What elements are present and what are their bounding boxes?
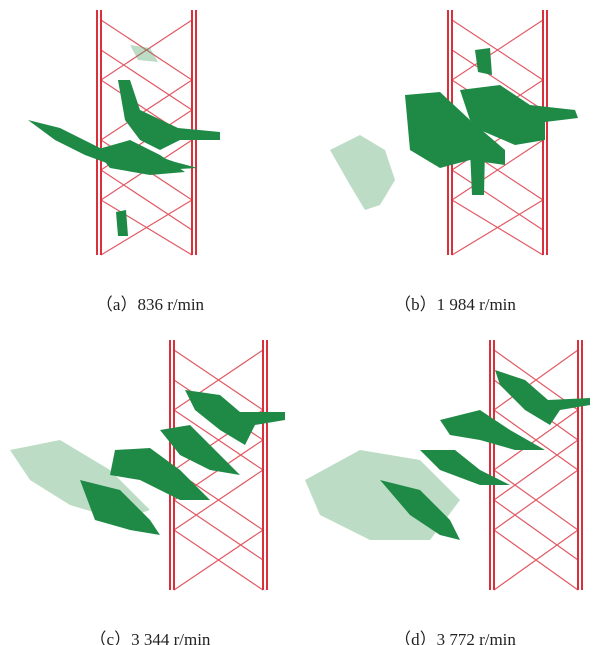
particle-cloud <box>495 370 590 425</box>
caption: （b）1 984 r/min <box>305 290 604 315</box>
particle-cloud <box>118 80 220 150</box>
panel-a-image <box>28 10 220 255</box>
caption: （c）3 344 r/min <box>0 625 300 645</box>
panel-d-image <box>305 340 590 590</box>
particle-cloud <box>440 410 545 450</box>
particle-cloud <box>116 210 128 236</box>
particle-cloud <box>470 150 485 195</box>
panel-b-image <box>330 10 578 255</box>
caption: （a）836 r/min <box>0 290 300 315</box>
figure: （a）836 r/min （b）1 984 r/min （c）3 344 r/m… <box>0 0 604 645</box>
caption: （d）3 772 r/min <box>305 625 604 645</box>
figure-images <box>0 0 604 645</box>
particle-mist <box>330 135 395 210</box>
particle-cloud <box>475 48 492 75</box>
panel-c-image <box>10 340 285 590</box>
particle-mist <box>130 45 158 62</box>
